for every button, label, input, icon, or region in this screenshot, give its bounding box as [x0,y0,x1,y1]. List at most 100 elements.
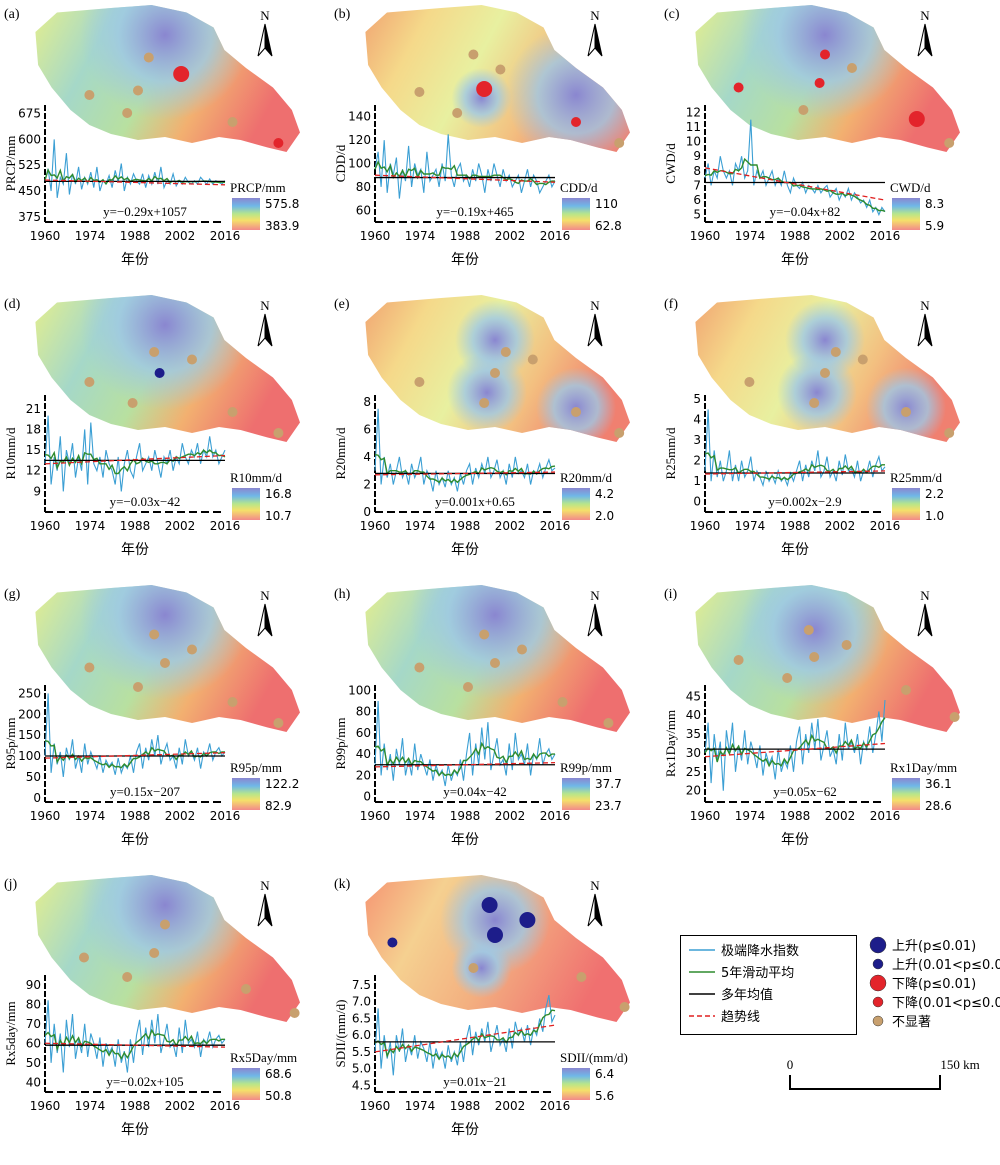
panel-label: (b) [334,7,351,22]
panel-label: (h) [334,587,351,602]
y-tick-label: 10 [686,135,701,149]
y-tick-label: 675 [18,107,41,121]
color-scale-min: 10.7 [265,509,292,523]
station-dot [908,111,925,127]
station-dot [468,963,479,973]
color-scale-max: 36.1 [925,777,952,791]
scale-bar: 0 150 km [760,1055,990,1115]
y-axis-label: R10mm/d [3,427,18,480]
legend-marker-swatch [869,974,887,992]
index-series-line [374,408,556,492]
color-scale-max: 37.7 [595,777,622,791]
station-dot [944,428,955,438]
y-tick-label: 7 [693,178,701,192]
y-tick-label: 60 [26,1036,41,1050]
station-dot [576,972,587,982]
station-dot [173,66,190,82]
y-tick-label: 80 [356,180,371,194]
legend-marker-swatch [872,996,884,1008]
y-tick-label: 30 [686,746,701,760]
station-dot [479,629,490,640]
color-scale-bar [232,1068,260,1100]
x-tick-label: 1988 [780,809,811,823]
color-scale-max: 122.2 [265,777,299,791]
map-region [365,585,630,732]
y-tick-label: 2 [363,477,371,491]
svg-text:N: N [590,8,600,23]
x-tick-label: 1988 [450,809,481,823]
color-scale-title: Rx1Day/mm [890,760,957,775]
y-axis-label: Rx5day/mm [3,1001,18,1065]
station-dot [149,948,160,958]
station-dot [619,1002,630,1012]
legend-line-label: 多年均值 [721,987,773,1003]
north-arrow-icon: N [587,298,603,347]
panel-e: (e) N 8 6 4 2 0 R20mm/d 1960 1974 1988 2002 2016 年份 y=… [333,295,630,558]
regression-equation: y=0.001x+0.65 [435,494,515,509]
svg-text:N: N [590,298,600,313]
y-tick-label: 0 [363,505,371,519]
station-dot [468,49,479,60]
y-tick-label: 50 [26,1056,41,1070]
panel-d: (d) N 21 18 15 12 9 R10mm/d 1960 1974 1988 2002 2016… [3,295,300,558]
station-dot [820,368,830,378]
y-tick-label: 150 [18,728,41,742]
x-tick-label: 1974 [735,519,766,533]
y-tick-label: 60 [356,203,371,217]
color-scale-max: 8.3 [925,197,944,211]
trend-line [44,454,226,465]
color-scale-max: 68.6 [265,1067,292,1081]
station-dot [841,640,852,650]
station-dot [557,697,568,707]
y-tick-label: 50 [26,770,41,784]
map-region [35,5,300,152]
moving-average-line [44,449,226,475]
regression-equation: y=−0.19x+465 [436,204,513,219]
svg-text:N: N [920,8,930,23]
index-series-line [374,994,556,1076]
trend-line [374,174,556,183]
map-region [695,295,960,442]
svg-text:N: N [920,588,930,603]
y-tick-label: 375 [18,210,41,224]
panel-label: (i) [664,587,678,602]
y-tick-label: 4.5 [352,1078,371,1092]
y-tick-label: 0 [693,495,701,509]
regression-equation: y=−0.02x+105 [106,1074,183,1089]
x-tick-label: 1974 [75,809,106,823]
legend-line-label: 极端降水指数 [721,944,799,959]
x-tick-label: 2016 [870,229,901,243]
x-axis-label: 年份 [451,542,479,558]
y-tick-label: 12 [686,105,701,119]
y-tick-label: 8 [363,395,371,409]
y-tick-label: 80 [26,997,41,1011]
station-dot [187,644,197,655]
x-tick-label: 2002 [165,809,196,823]
x-tick-label: 1974 [735,229,766,243]
y-axis-label: R99p/mm [333,717,348,769]
x-tick-label: 2016 [210,809,241,823]
north-arrow-icon: N [257,8,273,57]
station-dot [495,64,506,75]
y-tick-label: 6 [693,193,701,207]
station-dot [227,697,238,707]
y-tick-label: 15 [26,443,41,457]
regression-equation: y=−0.03x−42 [110,494,181,509]
x-tick-label: 1960 [360,809,391,823]
x-tick-label: 1988 [450,519,481,533]
y-tick-label: 25 [686,765,701,779]
north-arrow-icon: N [257,298,273,347]
color-scale-min: 2.0 [595,509,614,523]
y-tick-label: 60 [356,726,371,740]
svg-text:N: N [260,8,270,23]
y-tick-label: 5.0 [352,1062,371,1076]
panel-label: (f) [664,297,678,312]
north-arrow-icon: N [587,588,603,637]
legend-marker-label: 下降(0.01<p≤0.05) [892,996,1000,1011]
station-dot [187,354,197,365]
station-dot [463,682,473,692]
trend-line [374,761,556,768]
color-scale-min: 1.0 [925,509,944,523]
station-dot [733,82,744,93]
